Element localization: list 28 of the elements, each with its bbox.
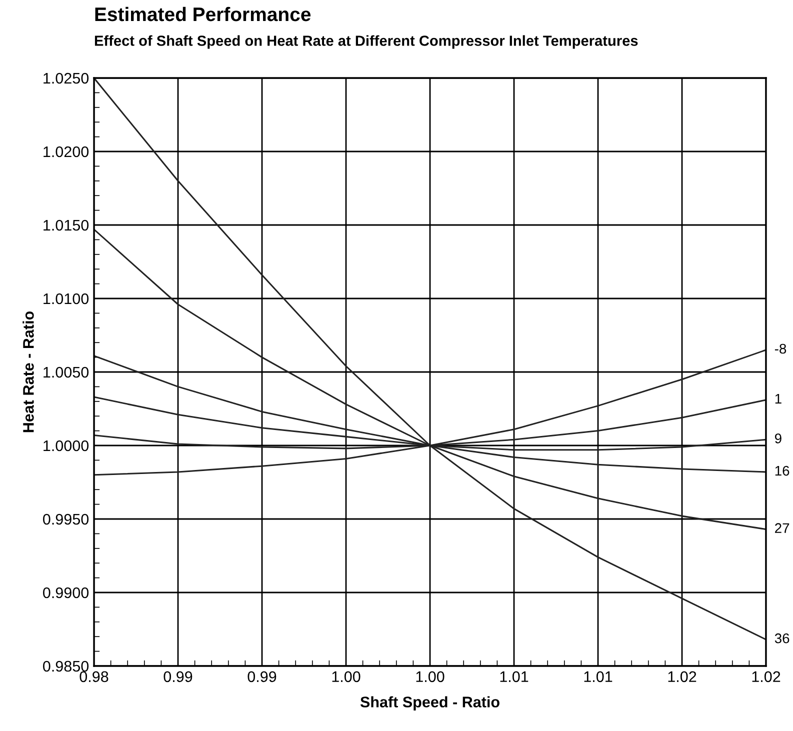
chart-title: Estimated Performance — [95, 6, 311, 22]
y-tick-label: 1.0150 — [44, 220, 89, 231]
y-tick-label: 1.0200 — [44, 146, 89, 158]
series-label: 27 — [775, 523, 790, 533]
x-tick-label: 1.00 — [332, 671, 360, 682]
y-tick-label: 0.9850 — [43, 660, 89, 672]
y-tick-label: 0.9950 — [43, 514, 89, 525]
series-label: 1 — [775, 394, 782, 404]
y-tick-label: 1.0000 — [44, 440, 89, 452]
x-tick-label: 1.00 — [416, 671, 444, 682]
x-tick-label: 1.02 — [752, 671, 780, 682]
x-tick-label: 1.01 — [584, 671, 612, 682]
y-tick-label: 1.0050 — [44, 366, 89, 378]
series-label: 9 — [774, 434, 782, 444]
x-axis-title: Shaft Speed - Ratio — [360, 696, 500, 710]
x-tick-label: 1.01 — [500, 671, 528, 682]
y-tick-label: 0.9900 — [43, 587, 89, 598]
x-tick-label: 0.98 — [80, 671, 108, 682]
x-tick-label: 0.99 — [164, 671, 192, 682]
y-tick-label: 1.0250 — [44, 72, 89, 84]
series-label: -8 — [774, 344, 786, 354]
y-axis-title: Heat Rate - Ratio — [22, 311, 34, 432]
x-tick-label: 1.02 — [668, 671, 696, 682]
series-label: 36 — [774, 633, 790, 644]
y-tick-label: 1.0100 — [44, 293, 89, 304]
x-tick-label: 0.99 — [248, 671, 276, 682]
chart-subtitle: Effect of Shaft Speed on Heat Rate at Different Compressor Inlet Temperatures — [94, 35, 638, 49]
series-label: 16 — [775, 466, 790, 476]
